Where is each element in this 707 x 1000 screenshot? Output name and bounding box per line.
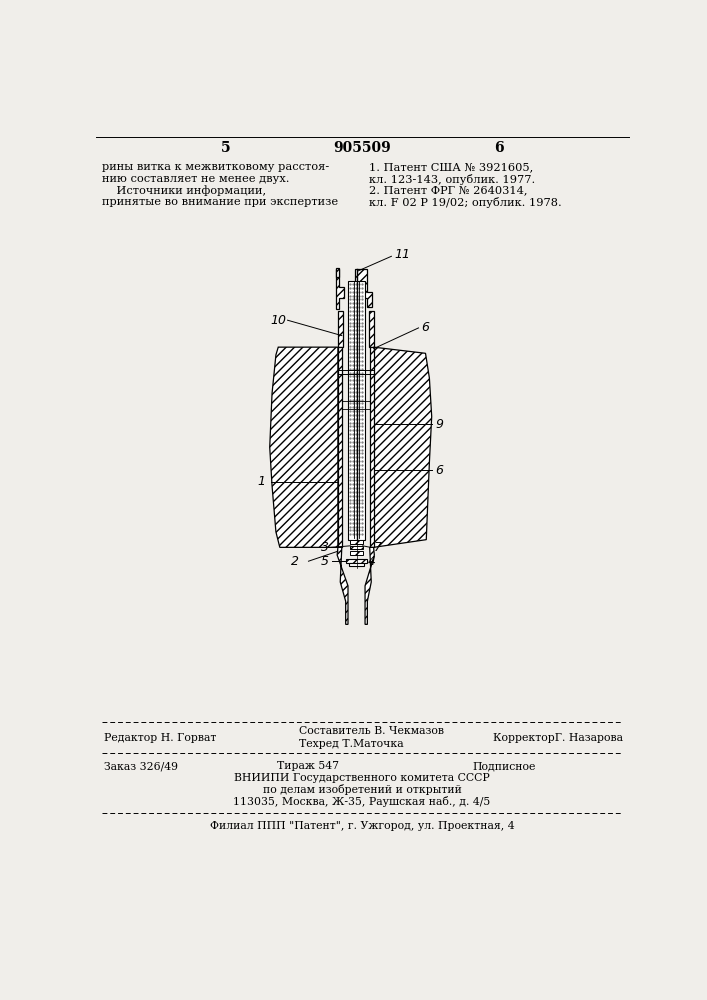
Text: 10: 10	[271, 314, 286, 327]
Text: 4: 4	[368, 555, 375, 568]
Text: Подписное: Подписное	[472, 761, 535, 771]
Bar	[351, 546, 363, 549]
Text: Техред Т.Маточка: Техред Т.Маточка	[299, 739, 404, 749]
Text: 7: 7	[373, 541, 382, 554]
Text: по делам изобретений и открытий: по делам изобретений и открытий	[262, 784, 462, 795]
Polygon shape	[270, 347, 338, 547]
Text: 6: 6	[436, 464, 443, 477]
Text: рины витка к межвитковому расстоя-: рины витка к межвитковому расстоя-	[103, 162, 329, 172]
Polygon shape	[337, 547, 348, 624]
Text: ВНИИПИ Государственного комитета СССР: ВНИИПИ Государственного комитета СССР	[234, 773, 490, 783]
Polygon shape	[338, 311, 343, 347]
Text: 905509: 905509	[333, 141, 391, 155]
Text: 6: 6	[421, 321, 430, 334]
Text: 5: 5	[221, 141, 230, 155]
Text: 3: 3	[321, 541, 329, 554]
Bar	[351, 551, 363, 555]
Text: 5: 5	[321, 555, 329, 568]
Text: Источники информации,: Источники информации,	[103, 185, 267, 196]
Polygon shape	[348, 281, 365, 540]
Polygon shape	[373, 347, 432, 547]
Polygon shape	[355, 269, 372, 309]
Text: 2: 2	[291, 555, 300, 568]
Polygon shape	[338, 347, 341, 547]
Bar	[336, 268, 339, 277]
Text: нию составляет не менее двух.: нию составляет не менее двух.	[103, 174, 290, 184]
Text: Составитель В. Чекмазов: Составитель В. Чекмазов	[299, 726, 444, 736]
Text: 2. Патент ФРГ № 2640314,: 2. Патент ФРГ № 2640314,	[369, 185, 527, 195]
Text: 6: 6	[494, 141, 504, 155]
Bar	[351, 540, 363, 544]
Text: кл. F 02 P 19/02; опублик. 1978.: кл. F 02 P 19/02; опублик. 1978.	[369, 197, 561, 208]
Text: Филиал ППП "Патент", г. Ужгород, ул. Проектная, 4: Филиал ППП "Патент", г. Ужгород, ул. Про…	[210, 821, 514, 831]
Bar	[349, 563, 364, 566]
Text: Заказ 326/49: Заказ 326/49	[104, 761, 178, 771]
Polygon shape	[370, 347, 373, 547]
Polygon shape	[336, 269, 344, 309]
Text: 11: 11	[395, 248, 411, 261]
Text: 1. Патент США № 3921605,: 1. Патент США № 3921605,	[369, 162, 533, 172]
Text: КорректорГ. Назарова: КорректорГ. Назарова	[493, 733, 623, 743]
Text: 1: 1	[257, 475, 265, 488]
Text: 113035, Москва, Ж-35, Раушская наб., д. 4/5: 113035, Москва, Ж-35, Раушская наб., д. …	[233, 796, 491, 807]
Text: 9: 9	[436, 418, 443, 431]
Text: кл. 123-143, опублик. 1977.: кл. 123-143, опублик. 1977.	[369, 174, 535, 185]
Text: Тираж 547: Тираж 547	[276, 761, 339, 771]
Polygon shape	[369, 311, 373, 347]
Text: Редактор Н. Горват: Редактор Н. Горват	[104, 733, 216, 743]
Text: принятые во внимание при экспертизе: принятые во внимание при экспертизе	[103, 197, 339, 207]
Bar	[346, 559, 368, 563]
Polygon shape	[365, 547, 374, 624]
